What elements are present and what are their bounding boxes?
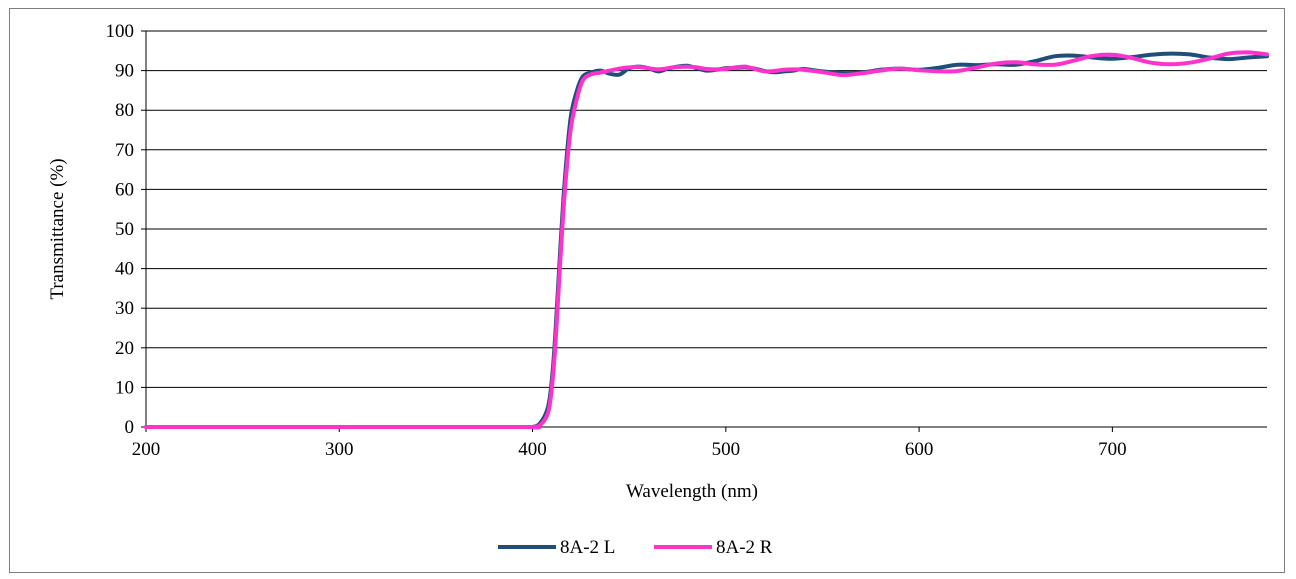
legend-label-8a-2-r: 8A-2 R <box>716 537 773 558</box>
y-tick-label: 0 <box>125 417 135 438</box>
axes <box>141 30 1267 432</box>
y-tick-label: 80 <box>115 100 134 121</box>
y-tick-label: 70 <box>115 140 134 161</box>
x-tick-label: 500 <box>712 439 741 460</box>
x-axis-title: Wavelength (nm) <box>626 481 758 502</box>
series-line-8a-2-l <box>144 51 1269 430</box>
x-tick-label: 400 <box>518 439 547 460</box>
series-line-8a-2-r <box>144 50 1269 430</box>
y-tick-label: 30 <box>115 298 134 319</box>
chart-frame <box>9 8 1285 573</box>
y-tick-label: 60 <box>115 179 134 200</box>
y-tick-label: 10 <box>115 377 134 398</box>
y-tick-label: 100 <box>106 21 135 42</box>
y-tick-label: 20 <box>115 338 134 359</box>
y-tick-label: 50 <box>115 219 134 240</box>
legend: 8A-2 L 8A-2 R <box>498 537 773 558</box>
series-lines <box>144 50 1269 430</box>
y-tick-label: 90 <box>115 61 134 82</box>
tick-labels: 0 10 20 30 40 50 60 70 80 90 100 200 300 400 500 600 700 <box>106 21 1127 460</box>
x-tick-label: 600 <box>905 439 934 460</box>
x-tick-label: 300 <box>325 439 354 460</box>
x-tick-label: 700 <box>1098 439 1127 460</box>
legend-label-8a-2-l: 8A-2 L <box>560 537 615 558</box>
x-tick-label: 200 <box>132 439 161 460</box>
y-axis-title: Transmittance (%) <box>47 158 68 299</box>
y-tick-label: 40 <box>115 259 134 280</box>
gridlines <box>146 30 1267 388</box>
